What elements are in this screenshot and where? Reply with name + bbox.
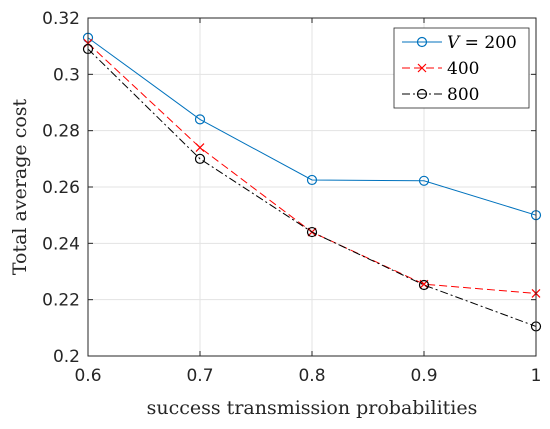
legend-label: 800 — [447, 85, 479, 105]
legend-variable: V — [447, 33, 461, 53]
x-tick-label: 0.8 — [298, 366, 325, 386]
data-point-marker — [418, 279, 430, 291]
data-point-marker — [194, 153, 206, 164]
y-axis-ticks: 0.2 0.22 0.24 0.26 0.28 0.3 0.32 — [42, 9, 536, 367]
data-point-marker — [306, 226, 318, 238]
data-point-marker — [194, 114, 206, 125]
x-tick-label: 0.9 — [410, 366, 437, 386]
legend-equals: = 200 — [459, 33, 517, 53]
y-axis-label: Total average cost — [9, 98, 31, 275]
x-tick-label: 0.7 — [186, 366, 213, 386]
data-point-marker — [306, 174, 318, 186]
y-tick-label: 0.2 — [53, 347, 80, 367]
x-axis-ticks: 0.6 0.7 0.8 0.9 1 — [74, 18, 541, 386]
legend-label: V = 200 — [447, 33, 517, 53]
series-line — [87, 48, 537, 327]
x-axis-label: success transmission probabilities — [147, 397, 478, 419]
data-point-marker — [417, 63, 427, 73]
x-tick-label: 0.6 — [74, 366, 101, 386]
data-point-marker — [416, 36, 428, 48]
data-point-marker — [418, 175, 430, 186]
y-tick-label: 0.3 — [53, 65, 80, 85]
legend: V = 200 400 800 — [393, 27, 530, 109]
series-line — [87, 37, 537, 216]
data-point-marker — [195, 143, 205, 152]
data-point-marker — [416, 88, 428, 100]
y-tick-label: 0.32 — [42, 9, 80, 29]
y-tick-label: 0.28 — [42, 122, 80, 142]
y-tick-label: 0.22 — [42, 291, 80, 311]
y-tick-label: 0.26 — [42, 178, 80, 198]
legend-label: 400 — [447, 59, 479, 79]
y-tick-label: 0.24 — [42, 234, 80, 254]
plot-frame — [87, 17, 537, 357]
x-tick-label: 1 — [531, 366, 542, 386]
